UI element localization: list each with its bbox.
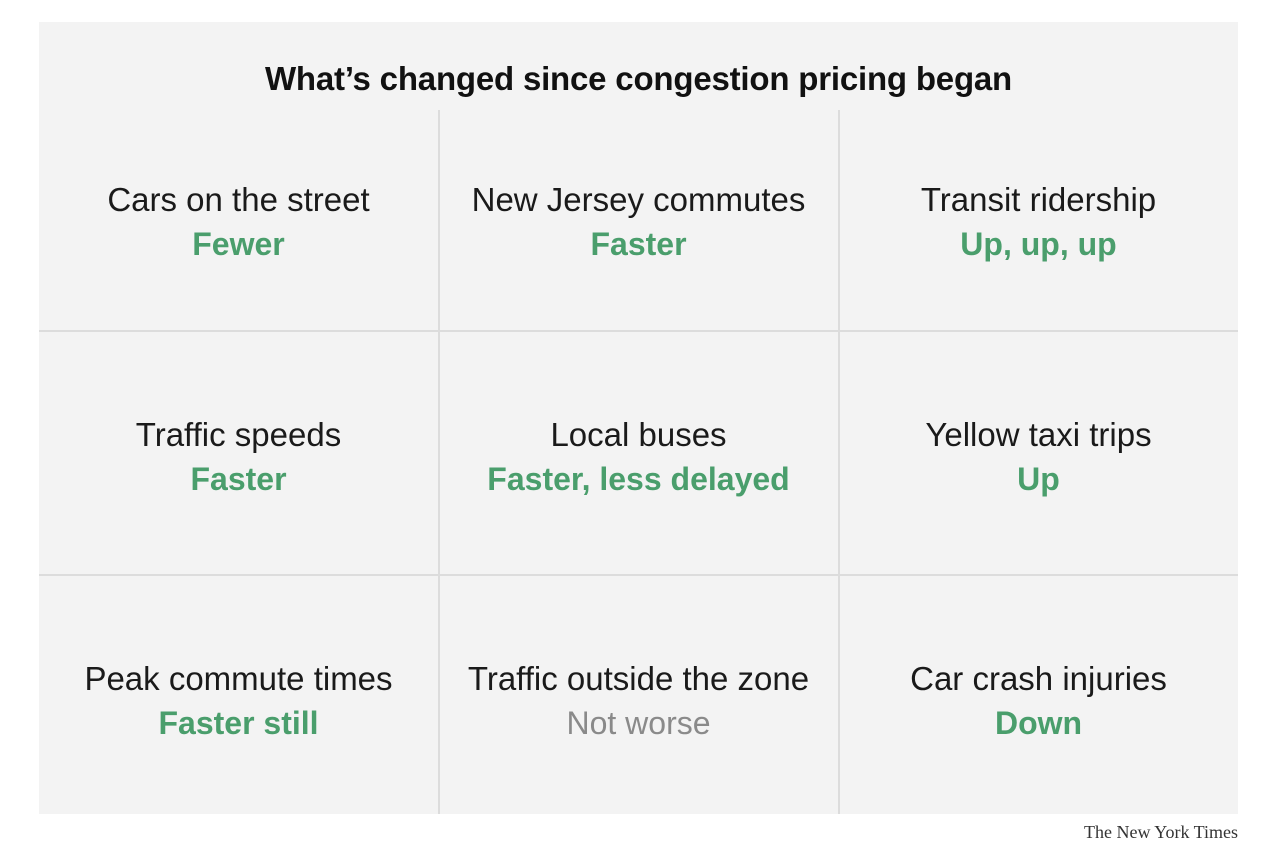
cell-label: Traffic outside the zone <box>467 660 810 697</box>
column-divider <box>438 110 440 814</box>
cell-value: Up, up, up <box>960 226 1117 262</box>
cell-value: Up <box>1017 461 1060 497</box>
grid-cell: Traffic speeds Faster <box>39 413 438 501</box>
cell-label: Local buses <box>550 416 727 453</box>
panel-title: What’s changed since congestion pricing … <box>264 60 1013 97</box>
summary-panel: What’s changed since congestion pricing … <box>39 22 1238 814</box>
cell-value: Faster <box>190 461 287 497</box>
cell-value: Down <box>994 705 1083 741</box>
grid-cell: Yellow taxi trips Up <box>839 413 1238 501</box>
column-divider <box>838 110 840 814</box>
source-credit: The New York Times <box>1083 822 1238 842</box>
grid-cell: Local buses Faster, less delayed <box>439 413 838 501</box>
summary-grid: Cars on the street Fewer New Jersey comm… <box>39 110 1238 814</box>
cell-label: New Jersey commutes <box>471 181 806 218</box>
cell-value: Faster still <box>158 705 319 741</box>
grid-cell: Cars on the street Fewer <box>39 178 438 266</box>
cell-value: Not worse <box>566 705 711 741</box>
grid-cell: Car crash injuries Down <box>839 657 1238 745</box>
grid-cell: Peak commute times Faster still <box>39 657 438 745</box>
row-divider <box>39 574 1238 576</box>
cell-value: Faster, less delayed <box>487 461 790 497</box>
grid-cell: Transit ridership Up, up, up <box>839 178 1238 266</box>
grid-cell: Traffic outside the zone Not worse <box>439 657 838 745</box>
cell-value: Fewer <box>192 226 285 262</box>
row-divider <box>39 330 1238 332</box>
cell-label: Transit ridership <box>920 181 1157 218</box>
cell-value: Faster <box>590 226 687 262</box>
cell-label: Yellow taxi trips <box>925 416 1152 453</box>
cell-label: Cars on the street <box>107 181 370 218</box>
cell-label: Peak commute times <box>84 660 393 697</box>
grid-cell: New Jersey commutes Faster <box>439 178 838 266</box>
cell-label: Car crash injuries <box>910 660 1167 697</box>
cell-label: Traffic speeds <box>135 416 342 453</box>
